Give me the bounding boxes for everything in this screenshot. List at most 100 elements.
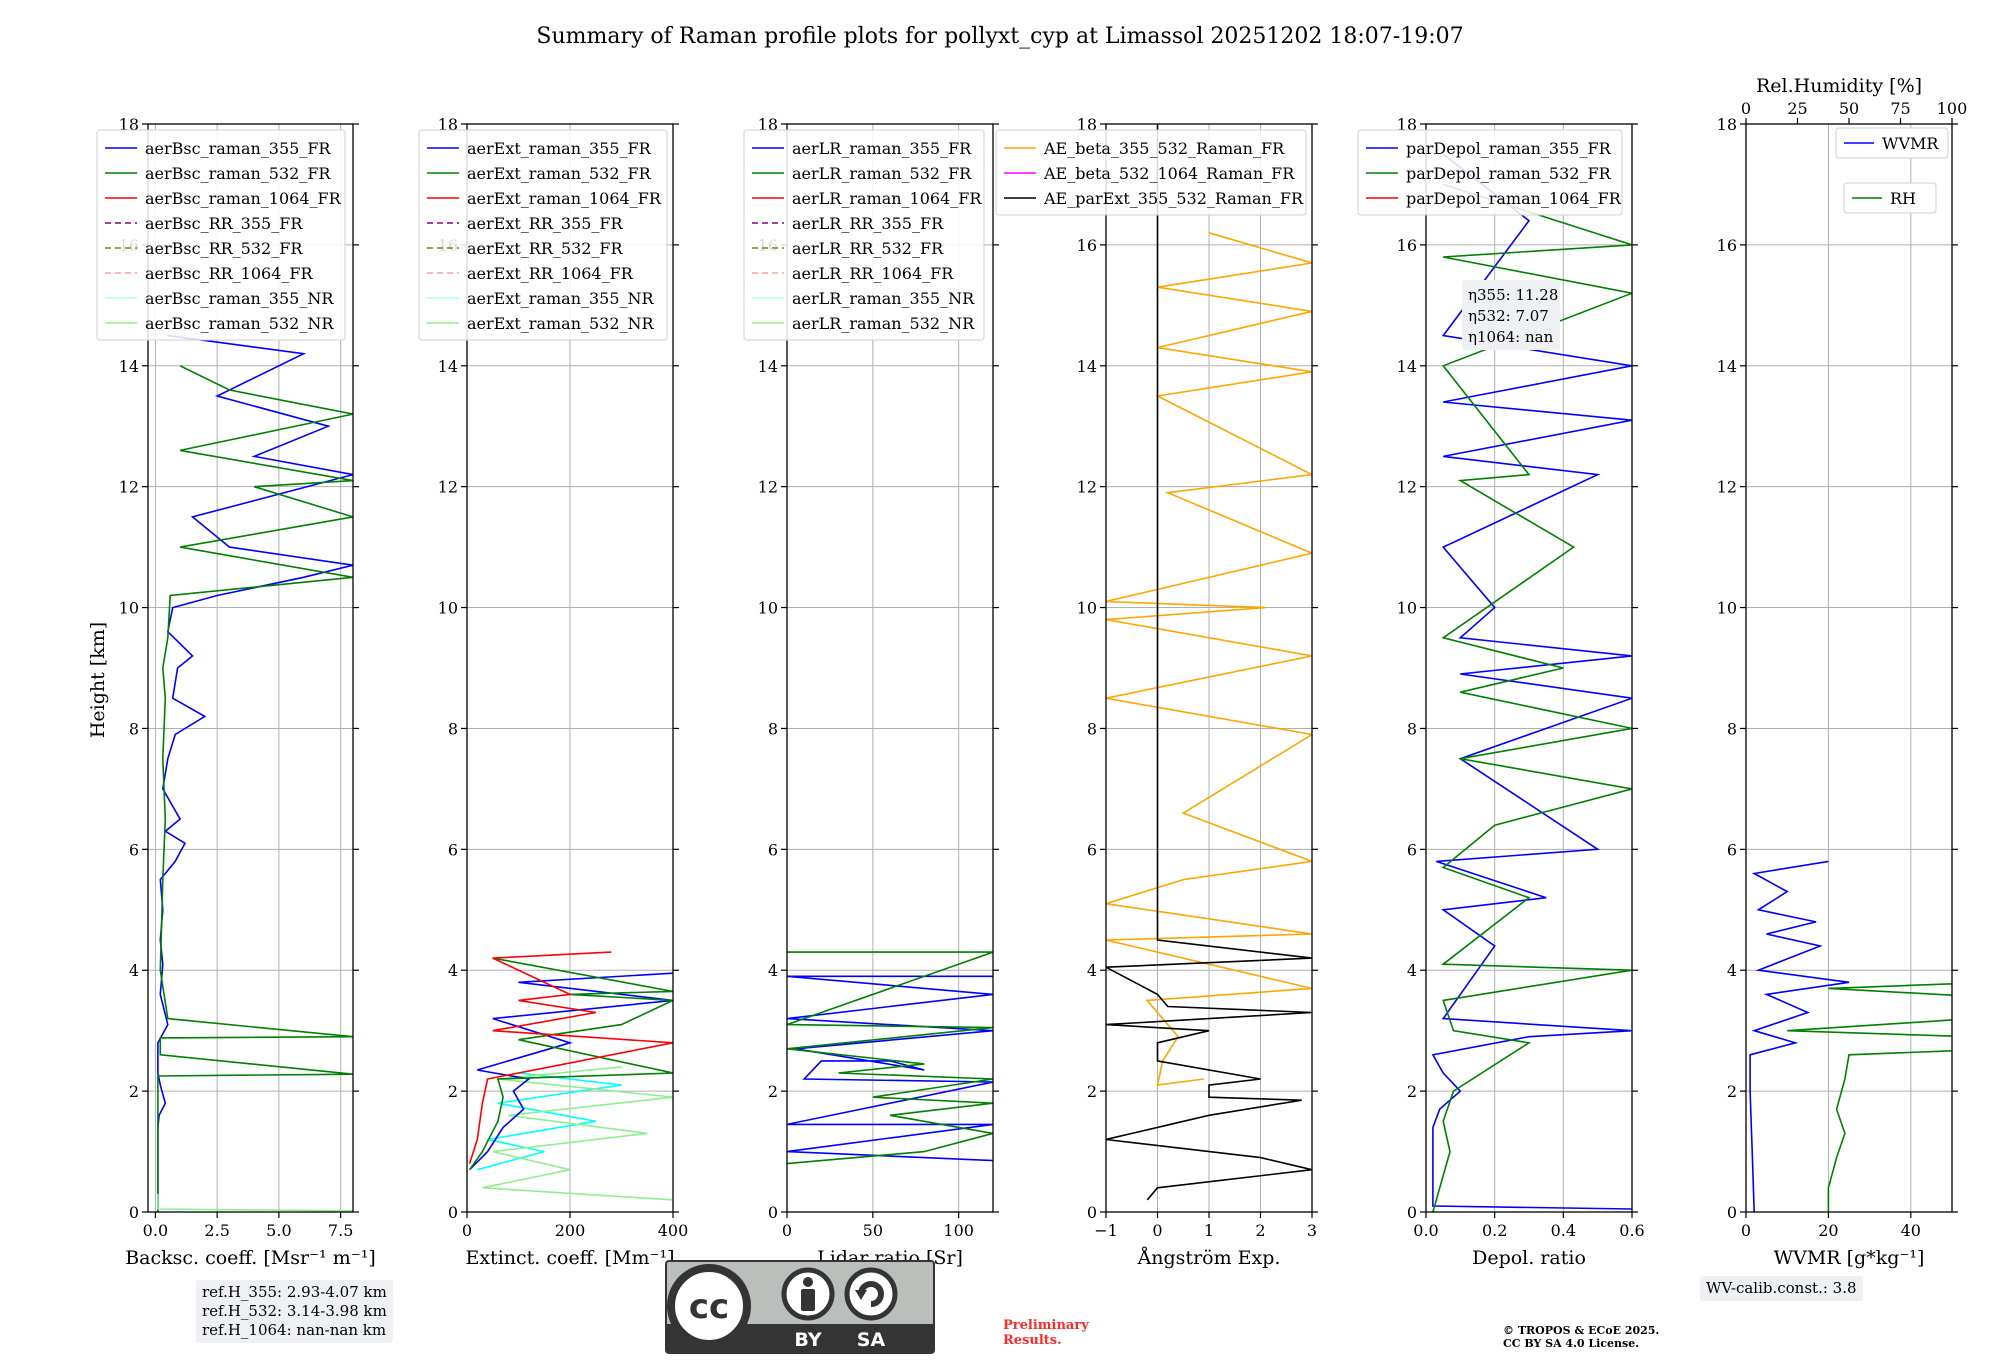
y-tick-label: 12 [758, 478, 778, 497]
x-tick-label: 0.0 [1413, 1221, 1438, 1240]
legend-entry: aerExt_RR_532_FR [467, 239, 624, 258]
y-tick-label: 16 [1397, 236, 1417, 255]
legend-entry: aerBsc_raman_532_FR [145, 164, 331, 183]
x-axis-label-ae: Ångström Exp. [1137, 1247, 1281, 1269]
legend-entry: aerBsc_raman_1064_FR [145, 189, 342, 208]
legend-entry: aerLR_RR_355_FR [792, 214, 944, 233]
series-line-WVMR [1749, 860, 1850, 1212]
lr-axes-frame [786, 123, 994, 1213]
ref-height-532: ref.H_532: 3.14-3.98 km [202, 1302, 387, 1320]
eta-annotation-line: η532: 7.07 [1468, 307, 1549, 325]
sa-label: SA [857, 1329, 886, 1351]
cc-by-sa-license-logo: cc BY SA [665, 1260, 935, 1354]
legend-entry: parDepol_raman_355_FR [1406, 139, 1612, 158]
wv-grid [1745, 123, 1952, 1213]
y-tick-label: 2 [129, 1082, 139, 1101]
x-tick-label: −1 [1094, 1221, 1118, 1240]
y-tick-label: 0 [1727, 1203, 1737, 1222]
series-line-parDepol_raman_532_FR [1432, 183, 1632, 1212]
series-line-AE_beta_355_532_Raman_FR [1106, 232, 1312, 1087]
x-axis-label-depol: Depol. ratio [1472, 1247, 1586, 1269]
x-tick-label: 0 [1152, 1221, 1162, 1240]
legend-box [743, 129, 985, 341]
copyright-notice: © TROPOS & ECoE 2025. CC BY SA 4.0 Licen… [1503, 1324, 1659, 1350]
legend-entry: aerBsc_raman_532_NR [145, 314, 334, 333]
ae-series-group [1106, 124, 1312, 1201]
legend-entry: aerExt_raman_355_FR [467, 139, 652, 158]
wv-axes-frame [1745, 123, 1953, 1213]
legend-entry: aerBsc_raman_355_FR [145, 139, 331, 158]
panel-depol: 0 2 4 6 8 10 12 14 16 18 0.0 0.2 0.4 0.6 Depol. ratio p… [1357, 115, 1645, 1269]
y-tick-label: 14 [119, 357, 139, 376]
legend-entry: parDepol_raman_532_FR [1406, 164, 1612, 183]
series-line-RH [1787, 945, 1952, 1212]
series-line-aerExt_raman_1064_FR [468, 951, 673, 1164]
x-axis-label-ext: Extinct. coeff. [Mm⁻¹] [465, 1247, 674, 1269]
y-tick-label: 8 [448, 719, 458, 738]
y-tick-label: 12 [1717, 478, 1737, 497]
y-tick-label: 8 [1087, 719, 1097, 738]
y-tick-label: 10 [758, 599, 778, 618]
legend-entry: aerLR_raman_355_NR [792, 289, 975, 308]
legend-entry: aerLR_raman_355_FR [792, 139, 972, 158]
legend-entry: aerExt_raman_532_NR [467, 314, 655, 333]
y-tick-label: 18 [119, 115, 139, 134]
legend-entry: aerBsc_raman_355_NR [145, 289, 334, 308]
sa-share-alike-icon [844, 1267, 898, 1321]
x-tick-label: 0.2 [1482, 1221, 1507, 1240]
x-tick-label: 50 [863, 1221, 883, 1240]
y-tick-label: 14 [1717, 357, 1737, 376]
legend-entry: aerLR_raman_532_NR [792, 314, 975, 333]
x-tick-label: 0.0 [143, 1221, 168, 1240]
y-tick-label: 0 [768, 1203, 778, 1222]
top-x-tick-label: 100 [1937, 99, 1968, 118]
legend-entry: RH [1890, 189, 1916, 208]
legend-entry: aerLR_RR_532_FR [792, 239, 944, 258]
lr-series-group [787, 951, 993, 1165]
y-tick-label: 8 [1727, 719, 1737, 738]
x-tick-label: 20 [1818, 1221, 1838, 1240]
y-tick-label: 6 [768, 840, 778, 859]
legend-box-WVMR [1835, 127, 1949, 159]
y-tick-label: 4 [448, 961, 458, 980]
y-tick-label: 8 [1407, 719, 1417, 738]
legend-entry: aerExt_raman_532_FR [467, 164, 652, 183]
x-axis-label-bsc: Backsc. coeff. [Msr⁻¹ m⁻¹] [125, 1247, 376, 1269]
lr-legend: aerLR_raman_355_FR aerLR_raman_532_FR aerL… [743, 129, 985, 341]
ext-series-group [468, 951, 673, 1201]
top-x-tick-label: 75 [1890, 99, 1910, 118]
legend-entry: aerLR_RR_1064_FR [792, 264, 954, 283]
reference-height-box: ref.H_355: 2.93-4.07 km ref.H_532: 3.14-… [196, 1280, 393, 1343]
legend-entry: parDepol_raman_1064_FR [1406, 189, 1622, 208]
x-tick-label: 5.0 [266, 1221, 291, 1240]
y-tick-label: 0 [1407, 1203, 1417, 1222]
legend-entry: aerBsc_RR_1064_FR [145, 264, 314, 283]
y-tick-label: 12 [1077, 478, 1097, 497]
x-tick-label: 0 [462, 1221, 472, 1240]
legend-entry: aerBsc_RR_532_FR [145, 239, 303, 258]
series-line-aerExt_raman_355_FR [469, 972, 673, 1171]
y-tick-label: 12 [438, 478, 458, 497]
eta-annotation-box [1462, 280, 1560, 350]
y-tick-label: 14 [1397, 357, 1417, 376]
y-tick-label: 12 [1397, 478, 1417, 497]
series-line-parDepol_raman_355_FR [1431, 153, 1632, 1210]
legend-entry: AE_beta_355_532_Raman_FR [1043, 139, 1285, 158]
depol-series-group [1431, 153, 1632, 1212]
series-line-aerExt_raman_532_NR [482, 1066, 673, 1201]
y-tick-label: 14 [758, 357, 778, 376]
x-axis-label-wv: WVMR [g*kg⁻¹] [1774, 1247, 1925, 1269]
y-tick-label: 12 [119, 478, 139, 497]
x-tick-label: 0.6 [1619, 1221, 1644, 1240]
bsc-axes-frame [147, 123, 354, 1213]
y-tick-label: 14 [438, 357, 458, 376]
y-tick-label: 10 [438, 599, 458, 618]
y-tick-label: 4 [1727, 961, 1737, 980]
series-line-aerBsc_raman_532_FR [157, 365, 353, 1212]
legend-box-RH [1843, 182, 1937, 214]
legend-entry: aerExt_RR_1064_FR [467, 264, 634, 283]
legend-entry: WVMR [1882, 134, 1939, 153]
ae-grid [1105, 123, 1313, 1213]
panel-ext: 0246810121416180200400Extinct. coeff. [M… [418, 115, 688, 1269]
